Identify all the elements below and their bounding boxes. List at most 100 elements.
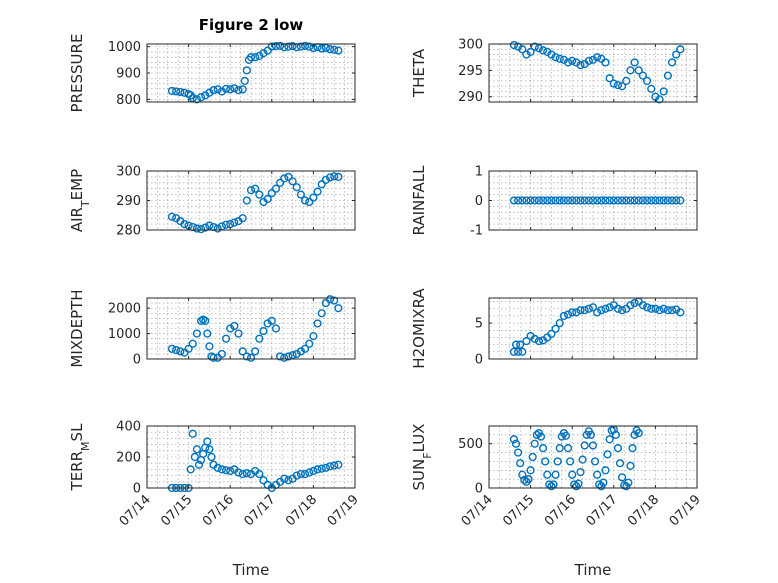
data-point [184,344,193,353]
data-point [538,196,548,205]
data-point [647,196,656,205]
data-point [325,173,335,182]
data-point [568,308,577,317]
data-point [522,336,531,346]
data-point [626,66,635,75]
data-point [534,336,544,346]
data-point [209,353,218,362]
data-point [534,196,544,205]
data-point [516,340,525,349]
axes-box [488,43,698,103]
data-point [296,347,306,356]
series-theta [509,40,685,104]
data-point [217,87,226,96]
data-point [530,439,539,448]
data-point [543,196,552,205]
data-point [300,469,310,479]
data-point [330,296,339,305]
y-tick-label: 5 [475,317,483,332]
y-axis-label: SUNFLUX [410,424,434,491]
x-tick-label: 07/16 [200,492,237,529]
data-point [613,304,623,313]
data-point [234,86,243,95]
data-point [667,58,677,67]
data-point [522,50,531,59]
data-point [659,196,668,205]
data-point [284,476,293,485]
data-point [518,347,527,356]
data-point [511,340,521,349]
data-point [588,55,598,64]
data-point [167,212,177,221]
y-tick-label: 295 [458,64,483,79]
y-tick-label: 290 [116,194,141,209]
data-point [259,326,268,336]
data-point [518,45,527,54]
data-point [532,430,541,439]
data-point [597,196,606,205]
data-point [205,221,214,230]
subplot-sun_flux: 0 500 07/14 07/15 07/16 07/17 07/18 07/19 SUNFLU… [410,424,704,579]
data-point [605,196,614,205]
data-point [230,321,239,331]
y-tick-label: 900 [116,67,141,82]
data-point [559,55,568,64]
data-point [296,42,306,51]
subplot-theta: 290 295 300 THETA [410,38,698,105]
data-point [547,196,556,205]
data-point [563,196,573,205]
data-point [667,306,677,315]
data-point [634,428,643,438]
x-tick-label: 07/14 [117,492,154,529]
data-point [555,196,564,205]
data-point [647,304,656,313]
data-point [276,352,285,361]
data-point [305,468,314,477]
subplot-pressure: 800 900 1000 PRESSURE Figure 2 low [68,16,356,112]
data-point [213,224,222,233]
data-point [618,196,627,205]
data-point [194,460,204,469]
data-point [624,478,633,487]
data-point [284,172,293,182]
y-tick-label: 0 [133,353,141,368]
data-point [601,58,610,67]
data-point [296,469,306,479]
data-point [213,463,222,472]
y-axis-label: THETA [410,48,428,98]
data-point [634,66,643,75]
data-point [514,347,523,356]
x-tick-label: 07/18 [625,492,662,529]
data-point [630,298,639,308]
data-point [613,196,623,205]
y-tick-label: 0 [475,482,483,497]
data-point [238,347,247,356]
subplot-rainfall: -1 0 1 RAINFALL [410,165,698,239]
data-point [238,85,247,94]
data-point [638,196,648,205]
data-point [590,457,600,466]
data-point [280,474,289,483]
y-tick-label: 300 [458,38,483,53]
subplot-air_temp: 280 290 300 AIRTEMP [68,165,356,239]
data-point [642,196,652,205]
data-point [203,329,212,338]
data-point [334,304,343,313]
data-point [330,172,339,181]
data-point [626,461,635,470]
data-point [536,432,546,441]
data-point [676,308,685,317]
data-point [317,309,326,318]
data-point [192,95,202,104]
data-point [526,47,535,57]
data-point [642,303,652,312]
data-point [551,196,560,205]
data-point [309,332,318,341]
data-point [563,310,573,319]
data-point [230,218,239,227]
data-point [205,342,214,351]
data-point [551,324,560,333]
data-point [176,87,185,97]
y-tick-label: 300 [116,165,141,180]
x-axis-label: Time [232,561,270,579]
